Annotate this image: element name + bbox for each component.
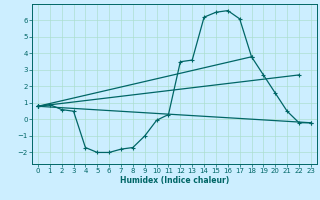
X-axis label: Humidex (Indice chaleur): Humidex (Indice chaleur) [120,176,229,185]
